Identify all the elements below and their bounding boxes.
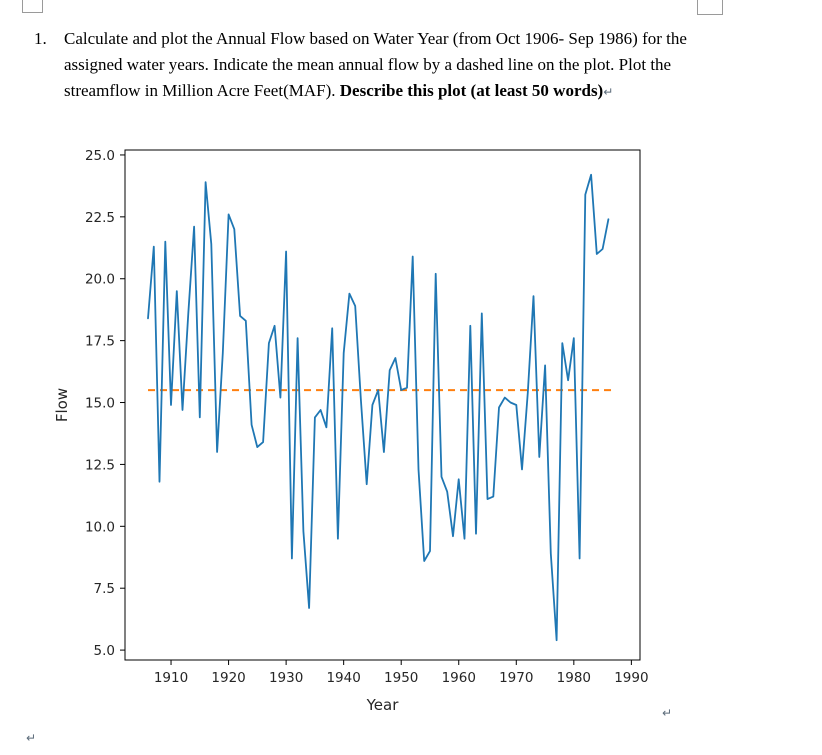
y-tick-label: 7.5	[94, 581, 115, 597]
question-item: 1. Calculate and plot the Annual Flow ba…	[34, 26, 740, 105]
question-text-normal: Calculate and plot the Annual Flow based…	[64, 29, 687, 100]
x-tick-label: 1970	[499, 670, 533, 686]
y-tick-label: 10.0	[85, 519, 115, 535]
y-tick-label: 17.5	[85, 334, 115, 350]
paragraph-mark-bottom: ↵	[26, 731, 37, 745]
x-tick-label: 1940	[326, 670, 360, 686]
y-tick-label: 22.5	[85, 210, 115, 226]
question-number: 1.	[34, 29, 47, 48]
x-tick-label: 1990	[614, 670, 648, 686]
x-tick-label: 1960	[442, 670, 476, 686]
x-tick-label: 1930	[269, 670, 303, 686]
y-axis-label: Flow	[53, 388, 71, 422]
x-tick-label: 1980	[557, 670, 591, 686]
question-text-bold: Describe this plot (at least 50 words)	[339, 81, 604, 100]
x-axis-label: Year	[366, 696, 400, 714]
adjacent-page-edge-left	[22, 0, 43, 13]
y-tick-label: 5.0	[94, 643, 115, 659]
line-break-mark: ↵	[603, 85, 614, 99]
adjacent-page-edge-right	[697, 0, 723, 15]
plot-area	[124, 149, 641, 661]
question-text: Calculate and plot the Annual Flow based…	[64, 26, 740, 105]
x-tick-label: 1910	[154, 670, 188, 686]
y-tick-label: 20.0	[85, 272, 115, 288]
x-tick-label: 1950	[384, 670, 418, 686]
paragraph-mark-after-figure: ↵	[662, 706, 673, 720]
y-tick-label: 25.0	[85, 148, 115, 164]
x-tick-label: 1920	[211, 670, 245, 686]
annual-flow-figure: 1910 1920 1930 1940 1950 1960 1970 1980 1990 5.0 7…	[30, 138, 680, 728]
y-tick-label: 15.0	[85, 396, 115, 412]
annual-flow-chart: 1910 1920 1930 1940 1950 1960 1970 1980 1990 5.0 7…	[53, 148, 649, 714]
flow-line	[147, 173, 610, 642]
y-tick-label: 12.5	[85, 457, 115, 473]
